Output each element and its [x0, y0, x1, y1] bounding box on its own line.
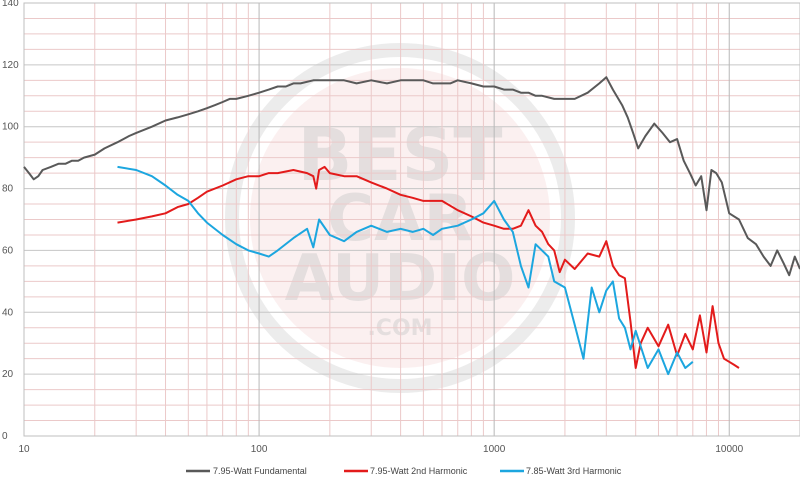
y-axis-tick-labels: 0 20 40 60 80 100 120 140 — [2, 0, 19, 442]
x-tick-label: 100 — [251, 444, 268, 455]
x-tick-label: 10 — [18, 444, 30, 455]
y-tick-label: 40 — [2, 307, 14, 318]
legend-label-3rd-harmonic: 7.85-Watt 3rd Harmonic — [526, 466, 622, 476]
axes — [23, 2, 800, 437]
watermark-ring-outer — [225, 43, 575, 393]
series-fundamental-line — [23, 76, 800, 277]
watermark-logo: BEST CAR AUDIO .COM — [225, 43, 575, 393]
x-tick-label: 10000 — [715, 444, 743, 455]
legend-item-2nd-harmonic: 7.95-Watt 2nd Harmonic — [344, 466, 468, 476]
y-tick-label: 60 — [2, 245, 14, 256]
x-tick-label: 1000 — [483, 444, 506, 455]
legend-item-fundamental: 7.95-Watt Fundamental — [186, 466, 307, 476]
watermark-line-4: .COM — [367, 316, 432, 341]
watermark-line-3: AUDIO — [285, 242, 516, 316]
legend: 7.95-Watt Fundamental 7.95-Watt 2nd Harm… — [186, 466, 622, 476]
y-tick-label: 80 — [2, 184, 14, 195]
x-axis-tick-labels: 10 100 1000 10000 — [18, 444, 743, 455]
y-tick-label: 20 — [2, 369, 14, 380]
y-tick-label: 140 — [2, 0, 19, 9]
series-3rd-harmonic-line — [117, 165, 694, 376]
series-lines — [23, 76, 800, 376]
watermark-ring-inner — [250, 68, 550, 368]
legend-item-3rd-harmonic: 7.85-Watt 3rd Harmonic — [500, 466, 622, 476]
y-tick-label: 120 — [2, 60, 19, 71]
legend-label-fundamental: 7.95-Watt Fundamental — [213, 466, 307, 476]
y-tick-label: 100 — [2, 122, 19, 133]
gridlines — [23, 3, 800, 436]
legend-label-2nd-harmonic: 7.95-Watt 2nd Harmonic — [370, 466, 468, 476]
y-tick-label: 0 — [2, 431, 8, 442]
series-2nd-harmonic-line — [117, 165, 740, 369]
plot-frame — [23, 2, 800, 437]
